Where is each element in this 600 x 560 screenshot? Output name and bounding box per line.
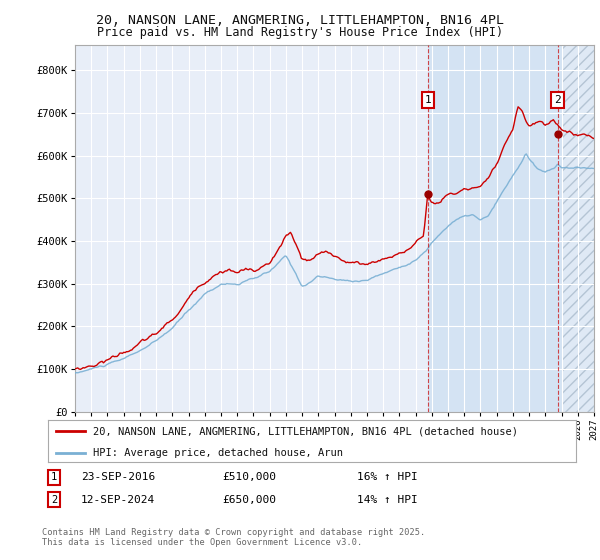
Text: £510,000: £510,000 — [222, 472, 276, 482]
Bar — [428, 45, 562, 412]
Text: £650,000: £650,000 — [222, 494, 276, 505]
Text: 12-SEP-2024: 12-SEP-2024 — [81, 494, 155, 505]
Text: 2: 2 — [554, 95, 561, 105]
Text: 16% ↑ HPI: 16% ↑ HPI — [357, 472, 418, 482]
Text: 1: 1 — [424, 95, 431, 105]
Text: 20, NANSON LANE, ANGMERING, LITTLEHAMPTON, BN16 4PL (detached house): 20, NANSON LANE, ANGMERING, LITTLEHAMPTO… — [93, 427, 518, 437]
Text: HPI: Average price, detached house, Arun: HPI: Average price, detached house, Arun — [93, 448, 343, 458]
Text: 14% ↑ HPI: 14% ↑ HPI — [357, 494, 418, 505]
Text: Contains HM Land Registry data © Crown copyright and database right 2025.
This d: Contains HM Land Registry data © Crown c… — [42, 528, 425, 547]
Text: 1: 1 — [51, 472, 57, 482]
Text: 23-SEP-2016: 23-SEP-2016 — [81, 472, 155, 482]
Text: 2: 2 — [51, 494, 57, 505]
Text: Price paid vs. HM Land Registry's House Price Index (HPI): Price paid vs. HM Land Registry's House … — [97, 26, 503, 39]
Bar — [562, 45, 594, 412]
Text: 20, NANSON LANE, ANGMERING, LITTLEHAMPTON, BN16 4PL: 20, NANSON LANE, ANGMERING, LITTLEHAMPTO… — [96, 14, 504, 27]
